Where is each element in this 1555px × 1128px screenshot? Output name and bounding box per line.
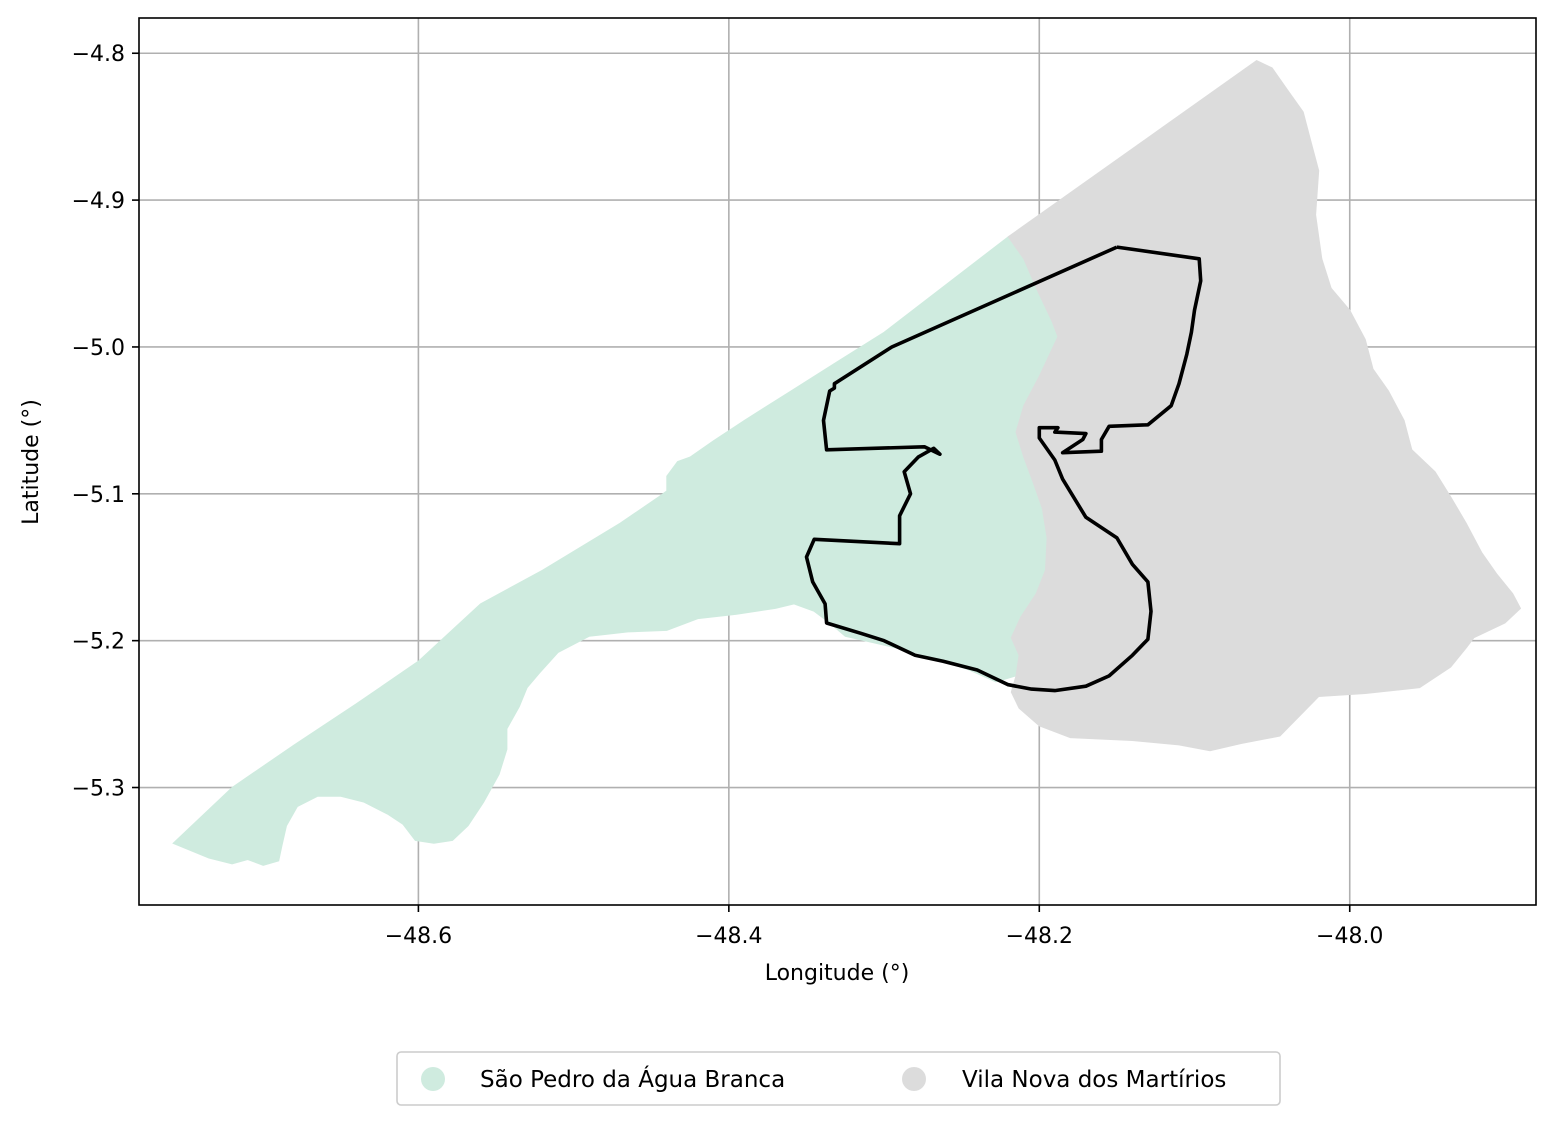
x-axis-title: Longitude (°)	[765, 961, 910, 986]
y-tick-label: −4.8	[72, 42, 125, 67]
x-tick-label: −48.0	[1316, 924, 1383, 949]
x-tick-label: −48.6	[385, 924, 452, 949]
x-tick-label: −48.2	[1006, 924, 1073, 949]
legend-marker-sao-pedro	[421, 1067, 445, 1091]
boundary-outline	[804, 245, 1203, 693]
legend-label-vila-nova: Vila Nova dos Martírios	[962, 1067, 1226, 1093]
legend-frame	[396, 1051, 1281, 1106]
x-tick-label: −48.4	[695, 924, 762, 949]
y-tick-label: −5.3	[72, 777, 125, 802]
y-tick-label: −5.0	[72, 336, 125, 361]
y-axis-ticks: −4.8 −4.9 −5.0 −5.1 −5.2 −5.3	[72, 42, 139, 802]
x-axis-ticks: −48.6 −48.4 −48.2 −48.0	[385, 905, 1383, 949]
y-tick-label: −4.9	[72, 189, 125, 214]
region-sao-pedro	[172, 236, 1059, 866]
legend-label-sao-pedro: São Pedro da Água Branca	[480, 1065, 785, 1093]
y-tick-label: −5.2	[72, 630, 125, 655]
legend: São Pedro da Água Branca Vila Nova dos M…	[396, 1051, 1281, 1106]
y-tick-label: −5.1	[72, 483, 125, 508]
legend-marker-vila-nova	[902, 1067, 926, 1091]
outline-layer	[804, 245, 1203, 693]
y-axis-title: Latitude (°)	[19, 399, 44, 525]
region-vila-nova	[1007, 60, 1522, 752]
map-regions	[172, 60, 1522, 866]
plot-frame	[138, 17, 1537, 906]
